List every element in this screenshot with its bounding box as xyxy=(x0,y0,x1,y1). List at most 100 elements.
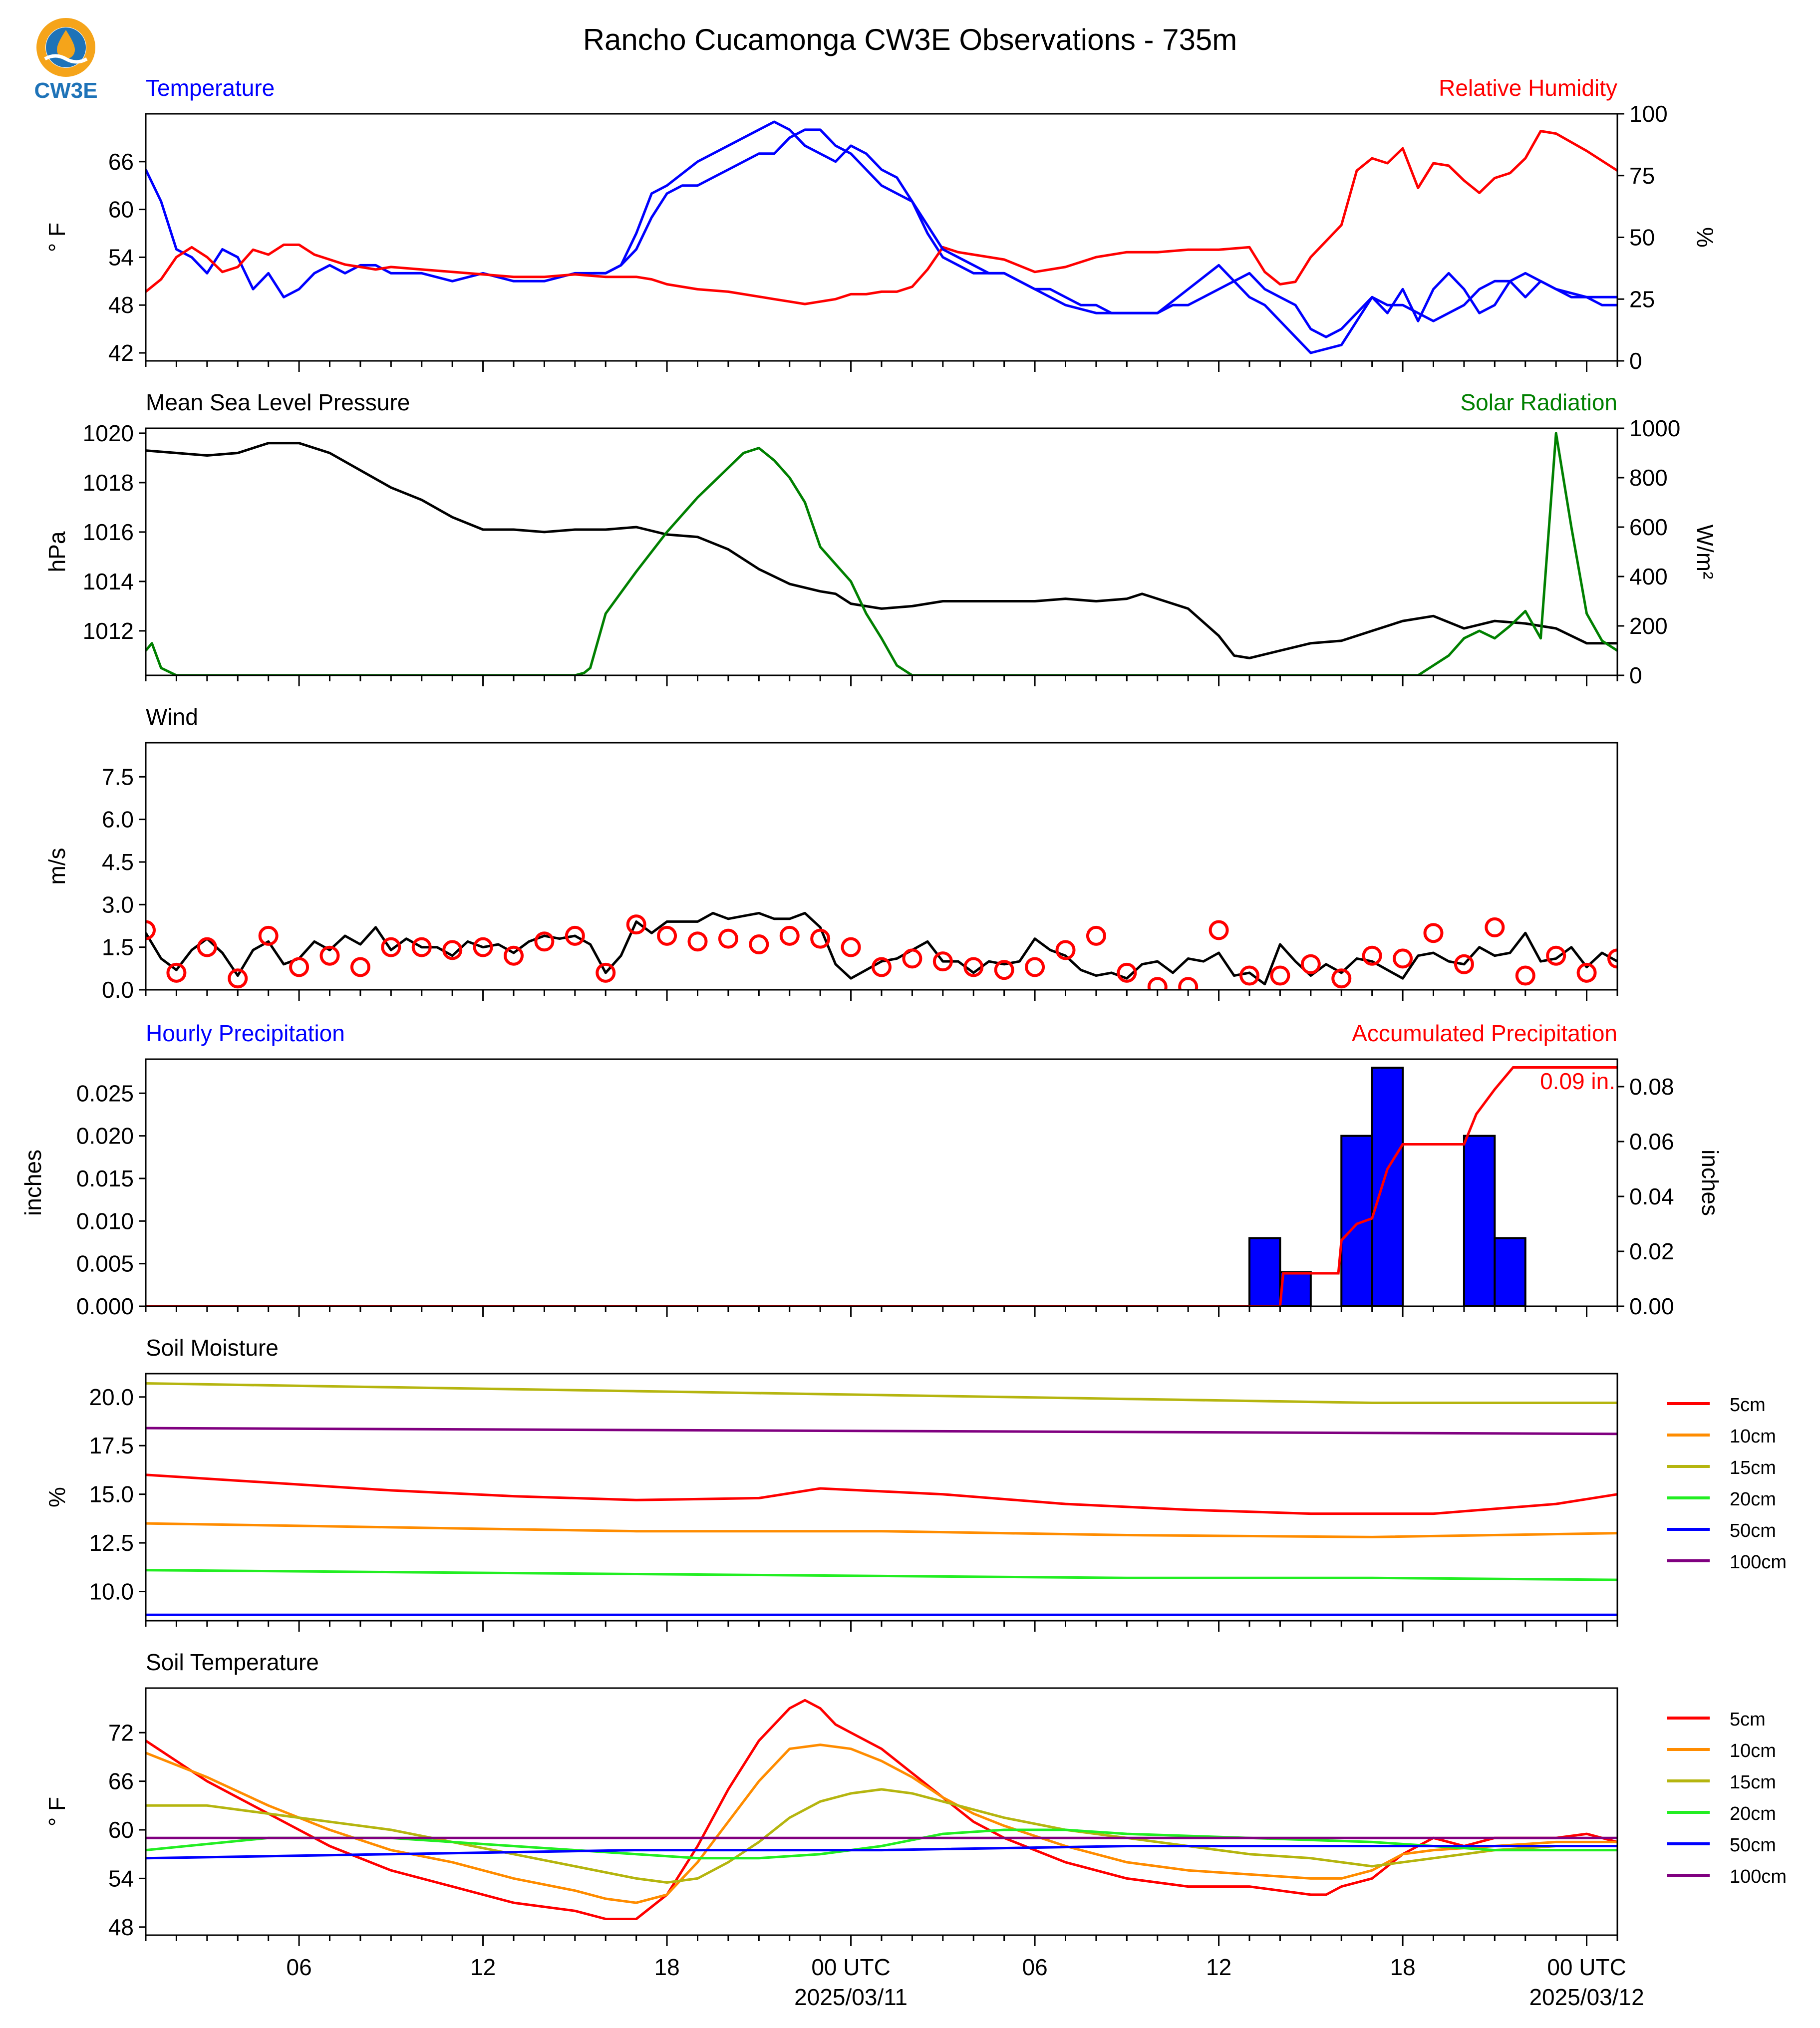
wind-gust-marker xyxy=(1362,945,1382,966)
wind-gust-marker xyxy=(963,957,984,977)
y-tick-label-left: 0.0 xyxy=(102,977,134,1003)
x-tick-label: 18 xyxy=(1390,1954,1415,1980)
series-line-15cm xyxy=(146,1382,1617,1404)
y-tick-label-left: 1016 xyxy=(83,519,134,545)
y-tick-label-right: 25 xyxy=(1629,286,1655,312)
wind-gust-marker xyxy=(1485,917,1505,937)
panel-title-left: Hourly Precipitation xyxy=(146,1020,345,1046)
x-tick-label: 06 xyxy=(1022,1954,1047,1980)
wind-gust-marker xyxy=(258,925,279,946)
wind-gust-marker xyxy=(1025,957,1045,977)
y-tick-label-left: 1012 xyxy=(83,618,134,644)
plot-area xyxy=(146,911,1617,990)
y-tick-label-left: 20.0 xyxy=(89,1384,134,1410)
y-tick-label-left: 48 xyxy=(108,1914,134,1940)
wind-gust-marker xyxy=(718,928,738,949)
plot-area xyxy=(146,1699,1617,1920)
panel-1: Mean Sea Level Pressure Solar Radiation 10… xyxy=(44,389,1718,688)
panel-2: Wind 0.0 1.5 3.0 4.5 6.0 7.5 m/s xyxy=(44,704,1618,1003)
series-line-20cm xyxy=(146,1569,1617,1581)
y-tick-label-left: 1.5 xyxy=(102,934,134,960)
wind-gust-marker xyxy=(657,925,677,946)
x-tick-label: 00 UTC xyxy=(811,1954,890,1980)
wind-gust-marker xyxy=(1055,940,1076,960)
wind-gust-marker xyxy=(565,925,585,946)
logo-ring xyxy=(36,18,95,77)
wind-gust-marker xyxy=(146,920,156,940)
y-tick-label-left: 54 xyxy=(108,1865,134,1891)
wind-gust-marker xyxy=(1178,977,1199,990)
series-line-5cm xyxy=(146,1699,1617,1920)
wind-gust-marker xyxy=(1117,962,1137,983)
panels: Temperature Relative Humidity 42 48 54 60 66 ° … xyxy=(20,75,1787,2010)
wind-gust-marker xyxy=(381,937,401,957)
wind-gust-marker xyxy=(1331,968,1352,989)
y-tick-label-left: 17.5 xyxy=(89,1433,134,1458)
y-tick-label-right: 400 xyxy=(1629,564,1668,589)
wind-gust-marker xyxy=(166,962,187,983)
plot-frame xyxy=(145,113,1618,362)
y-axis-label-left: inches xyxy=(20,1150,46,1216)
accumulated-precip-line xyxy=(146,1066,1617,1306)
x-date-label: 2025/03/12 xyxy=(1529,1984,1644,2010)
y-tick-label-left: 1014 xyxy=(83,569,134,594)
plot-frame xyxy=(145,1687,1618,1936)
wind-gust-marker xyxy=(289,957,309,977)
y-tick-label-left: 42 xyxy=(108,340,134,366)
plot-area xyxy=(146,1382,1617,1616)
wind-gust-marker xyxy=(994,960,1014,980)
wind-gust-marker xyxy=(779,925,800,946)
y-tick-label-right: 800 xyxy=(1629,465,1668,491)
y-tick-label-right: 0.06 xyxy=(1629,1129,1674,1155)
y-tick-label-right: 0.00 xyxy=(1629,1293,1674,1319)
wind-gust-marker xyxy=(1454,954,1474,974)
y-tick-label-left: 4.5 xyxy=(102,849,134,875)
series-line-15cm xyxy=(146,1788,1617,1884)
accumulated-total-label: 0.09 in. xyxy=(1540,1068,1615,1094)
panel-3: Hourly Precipitation Accumulated Precipit… xyxy=(20,1020,1723,1319)
series-line-0 xyxy=(146,442,1617,659)
series-line-1 xyxy=(146,432,1617,675)
legend-label: 20cm xyxy=(1730,1489,1776,1510)
y-axis-label-left: % xyxy=(44,1487,70,1507)
wind-gust-marker xyxy=(1607,948,1617,969)
plot-area xyxy=(146,120,1617,354)
legend-label: 100cm xyxy=(1730,1552,1787,1573)
panel-title-right: Relative Humidity xyxy=(1439,75,1617,101)
wind-gust-marker xyxy=(596,962,616,983)
y-axis-label-left: ° F xyxy=(44,1797,70,1826)
precip-bar xyxy=(1371,1067,1404,1306)
y-tick-label-right: 0 xyxy=(1629,348,1642,374)
y-tick-label-left: 0.015 xyxy=(76,1165,134,1191)
wind-gust-marker xyxy=(932,951,953,972)
y-tick-label-right: 100 xyxy=(1629,101,1668,127)
panel-0: Temperature Relative Humidity 42 48 54 60 66 ° … xyxy=(44,75,1718,374)
y-tick-label-right: 200 xyxy=(1629,613,1668,639)
series-line-100cm xyxy=(146,1427,1617,1436)
y-tick-label-right: 75 xyxy=(1629,163,1655,189)
panel-4: Soil Moisture 10.0 12.5 15.0 17.5 20.0% 5cm 10c… xyxy=(44,1335,1787,1632)
y-axis-label-left: ° F xyxy=(44,223,70,252)
wind-gust-marker xyxy=(350,957,370,977)
y-tick-label-left: 7.5 xyxy=(102,764,134,790)
legend-label: 50cm xyxy=(1730,1835,1776,1856)
plot-area xyxy=(146,1066,1617,1306)
y-tick-label-left: 1018 xyxy=(83,470,134,496)
wind-gust-marker xyxy=(1393,948,1413,969)
plot-frame xyxy=(145,427,1618,676)
panel-title-left: Mean Sea Level Pressure xyxy=(146,389,410,415)
wind-gust-marker xyxy=(411,937,432,957)
y-tick-label-right: 0.02 xyxy=(1629,1238,1674,1264)
wind-gust-marker xyxy=(902,948,922,969)
wind-gust-marker xyxy=(1270,965,1290,986)
wind-gust-marker xyxy=(1239,965,1259,986)
y-tick-label-right: 0.04 xyxy=(1629,1183,1674,1209)
plot-frame xyxy=(145,1058,1618,1307)
wind-gust-marker xyxy=(810,928,831,949)
y-tick-label-left: 54 xyxy=(108,244,134,270)
wind-gust-marker xyxy=(626,914,646,935)
plot-frame xyxy=(145,1373,1618,1622)
series-line-0 xyxy=(146,120,1617,354)
wind-gust-marker xyxy=(473,937,493,957)
